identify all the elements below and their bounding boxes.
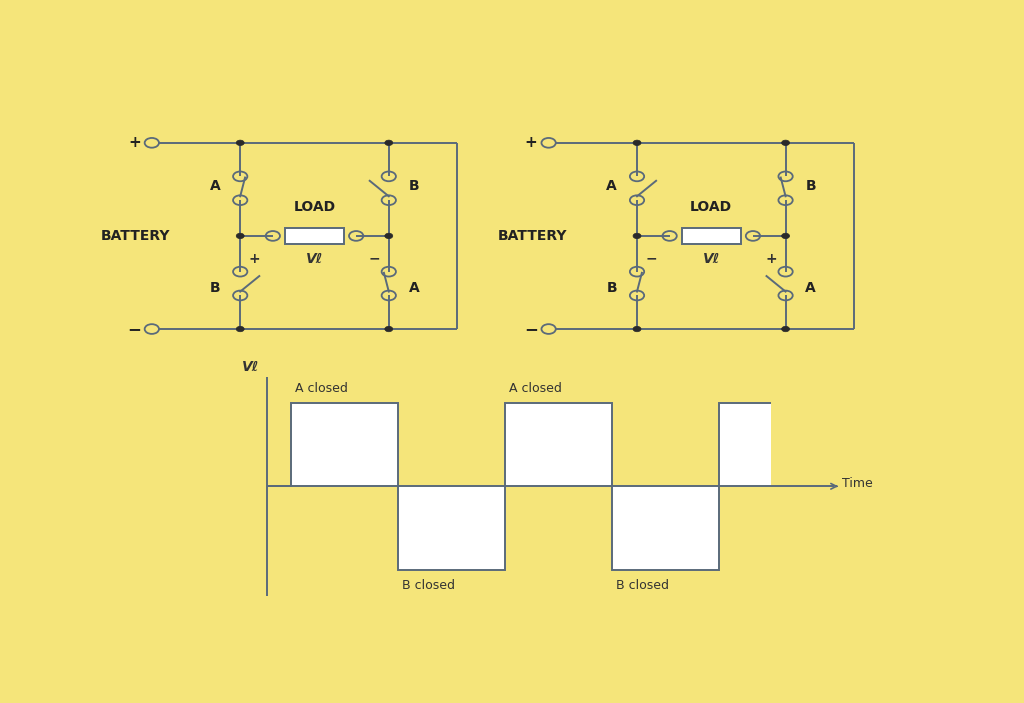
Bar xyxy=(285,228,344,244)
Text: +: + xyxy=(766,252,777,266)
Bar xyxy=(682,228,741,244)
Text: BATTERY: BATTERY xyxy=(498,229,567,243)
Text: −: − xyxy=(127,320,141,338)
Text: BATTERY: BATTERY xyxy=(101,229,171,243)
Circle shape xyxy=(633,233,641,238)
Circle shape xyxy=(781,326,790,332)
Text: A: A xyxy=(210,179,220,193)
Circle shape xyxy=(237,326,244,332)
Text: −: − xyxy=(645,252,657,266)
Text: +: + xyxy=(524,135,538,150)
Text: B closed: B closed xyxy=(401,579,455,593)
Text: +: + xyxy=(128,135,140,150)
Text: B: B xyxy=(409,179,419,193)
Circle shape xyxy=(781,140,790,146)
Text: B closed: B closed xyxy=(616,579,669,593)
Text: B: B xyxy=(606,281,617,295)
Bar xyxy=(291,403,397,486)
Text: LOAD: LOAD xyxy=(690,200,732,214)
Circle shape xyxy=(633,140,641,146)
Circle shape xyxy=(633,326,641,332)
Text: A: A xyxy=(409,281,420,295)
Circle shape xyxy=(385,326,393,332)
Bar xyxy=(397,486,505,569)
Circle shape xyxy=(237,140,244,146)
Circle shape xyxy=(781,233,790,238)
Text: Time: Time xyxy=(842,477,873,490)
Circle shape xyxy=(385,233,393,238)
Text: A: A xyxy=(606,179,617,193)
Text: Vℓ: Vℓ xyxy=(242,360,259,374)
Text: A closed: A closed xyxy=(509,382,562,395)
Circle shape xyxy=(385,140,393,146)
Text: −: − xyxy=(369,252,380,266)
Text: −: − xyxy=(524,320,538,338)
Text: B: B xyxy=(210,281,220,295)
Text: A closed: A closed xyxy=(295,382,347,395)
Bar xyxy=(719,403,771,486)
Circle shape xyxy=(237,233,244,238)
Text: +: + xyxy=(249,252,260,266)
Text: Vℓ: Vℓ xyxy=(702,252,720,266)
Text: A: A xyxy=(806,281,816,295)
Bar xyxy=(505,403,612,486)
Text: LOAD: LOAD xyxy=(294,200,336,214)
Text: B: B xyxy=(806,179,816,193)
Text: Vℓ: Vℓ xyxy=(306,252,324,266)
Bar xyxy=(612,486,719,569)
